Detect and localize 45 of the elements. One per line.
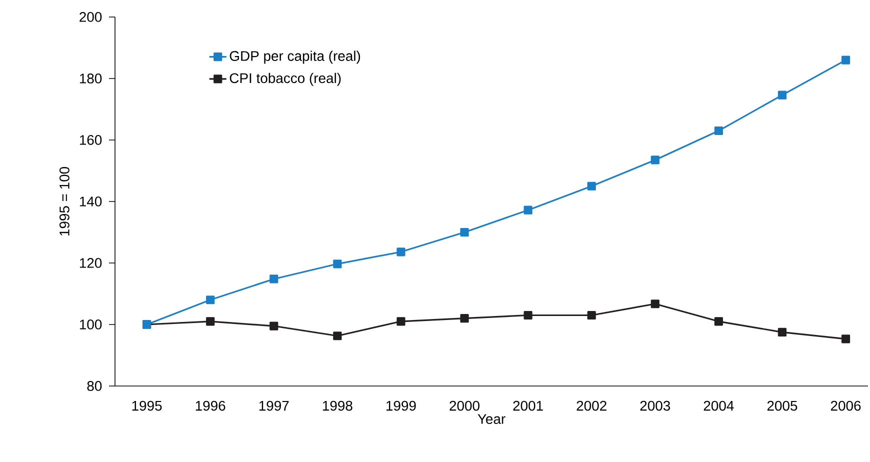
y-tick-label: 140 bbox=[80, 196, 102, 206]
x-tick-label: 2004 bbox=[704, 400, 734, 411]
point bbox=[206, 317, 215, 326]
point bbox=[524, 310, 532, 320]
legend-label: CPI tobacco (real) bbox=[230, 72, 341, 86]
point bbox=[460, 314, 469, 323]
x-tick-label: 1998 bbox=[322, 400, 352, 411]
point bbox=[396, 248, 406, 256]
y-tick-label: 80 bbox=[87, 381, 102, 391]
point bbox=[270, 274, 278, 284]
point bbox=[524, 206, 532, 214]
point bbox=[714, 126, 723, 136]
y-tick-label: 180 bbox=[80, 74, 102, 84]
x-tick-label: 2006 bbox=[830, 400, 861, 411]
x-tick-label: 2001 bbox=[513, 400, 543, 411]
x-tick-label: 2000 bbox=[450, 400, 480, 411]
legend-label: GDP per capita (real) bbox=[230, 50, 360, 64]
x-axis-title: Year bbox=[478, 414, 506, 424]
point bbox=[778, 328, 787, 336]
point bbox=[587, 182, 596, 190]
y-axis-title: 1995 = 100 bbox=[60, 166, 70, 236]
point bbox=[714, 317, 723, 326]
y-tick-label: 200 bbox=[80, 12, 102, 22]
point bbox=[841, 56, 850, 64]
point bbox=[333, 260, 342, 268]
y-tick-label: 100 bbox=[80, 320, 102, 330]
x-tick-label: 1995 bbox=[132, 400, 162, 411]
x-tick-label: 2002 bbox=[576, 400, 606, 411]
point bbox=[333, 332, 342, 340]
point bbox=[587, 310, 596, 320]
point bbox=[650, 156, 660, 164]
x-tick-label: 2003 bbox=[640, 400, 670, 411]
point bbox=[841, 334, 850, 344]
point bbox=[206, 296, 215, 304]
x-tick-label: 1997 bbox=[259, 400, 289, 411]
point bbox=[778, 90, 787, 100]
x-tick-label: 1996 bbox=[196, 400, 226, 411]
point bbox=[650, 300, 660, 308]
point bbox=[270, 322, 278, 330]
y-tick-label: 120 bbox=[80, 258, 102, 268]
x-tick-label: 2005 bbox=[767, 400, 798, 411]
point bbox=[396, 317, 406, 326]
x-tick-label: 1999 bbox=[386, 400, 416, 411]
point bbox=[460, 228, 469, 237]
y-tick-label: 160 bbox=[80, 135, 102, 145]
